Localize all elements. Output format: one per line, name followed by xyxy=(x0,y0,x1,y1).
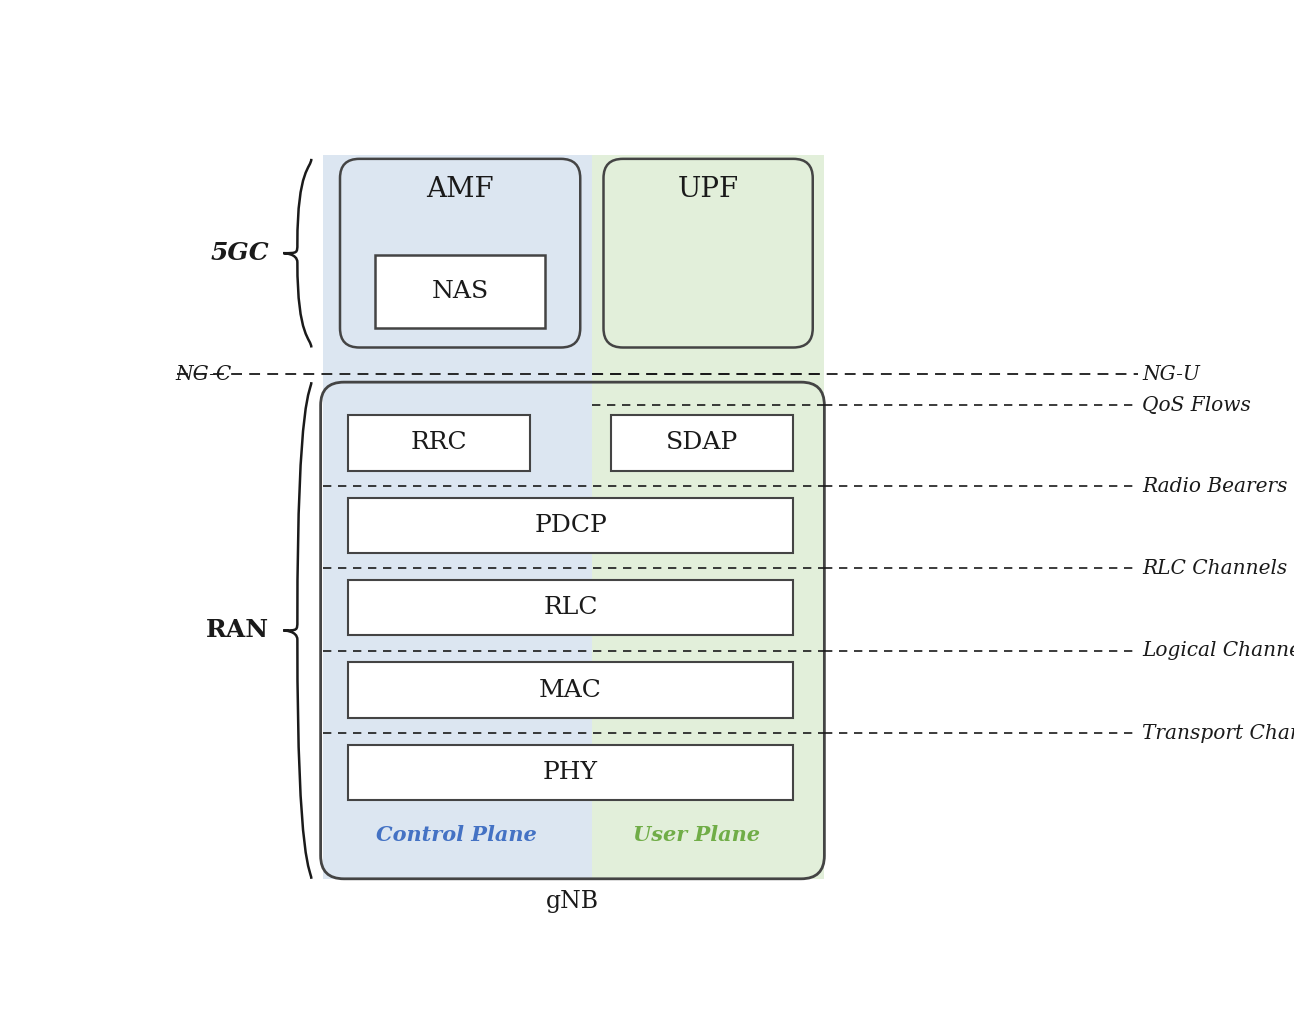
Text: NAS: NAS xyxy=(431,280,489,303)
Text: MAC: MAC xyxy=(540,679,602,702)
Text: gNB: gNB xyxy=(546,890,599,914)
Text: Logical Channels: Logical Channels xyxy=(1143,642,1294,660)
Bar xyxy=(375,255,545,328)
Text: NG-C: NG-C xyxy=(176,365,232,384)
Text: SDAP: SDAP xyxy=(666,432,739,454)
FancyBboxPatch shape xyxy=(340,158,580,348)
Text: User Plane: User Plane xyxy=(633,825,760,845)
Text: NG-U: NG-U xyxy=(1143,365,1200,384)
Bar xyxy=(348,415,529,471)
Text: UPF: UPF xyxy=(678,176,739,203)
Text: Transport Channels: Transport Channels xyxy=(1143,723,1294,743)
Text: RAN: RAN xyxy=(206,619,269,643)
Bar xyxy=(348,662,793,718)
Text: RRC: RRC xyxy=(410,432,467,454)
Text: PDCP: PDCP xyxy=(534,513,607,537)
Text: QoS Flows: QoS Flows xyxy=(1143,395,1251,415)
Text: AMF: AMF xyxy=(426,176,494,203)
Bar xyxy=(348,745,793,800)
Bar xyxy=(611,415,793,471)
Text: 5GC: 5GC xyxy=(210,241,269,265)
Bar xyxy=(591,155,824,879)
Bar xyxy=(348,580,793,635)
Text: Control Plane: Control Plane xyxy=(375,825,537,845)
Bar xyxy=(348,498,793,553)
Text: RLC Channels: RLC Channels xyxy=(1143,559,1288,578)
Text: RLC: RLC xyxy=(543,596,598,619)
Bar xyxy=(324,155,591,879)
Text: PHY: PHY xyxy=(543,761,598,785)
FancyBboxPatch shape xyxy=(603,158,813,348)
Text: Radio Bearers: Radio Bearers xyxy=(1143,476,1288,496)
